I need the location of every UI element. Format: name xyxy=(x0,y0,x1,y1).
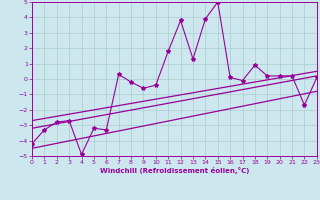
X-axis label: Windchill (Refroidissement éolien,°C): Windchill (Refroidissement éolien,°C) xyxy=(100,167,249,174)
